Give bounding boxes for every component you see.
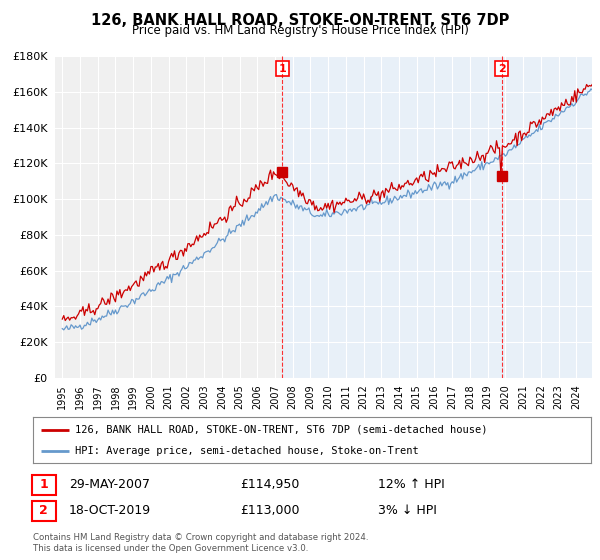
Text: £113,000: £113,000	[240, 504, 299, 517]
Text: 3% ↓ HPI: 3% ↓ HPI	[378, 504, 437, 517]
Text: 126, BANK HALL ROAD, STOKE-ON-TRENT, ST6 7DP: 126, BANK HALL ROAD, STOKE-ON-TRENT, ST6…	[91, 13, 509, 28]
Text: 1: 1	[278, 63, 286, 73]
Text: 126, BANK HALL ROAD, STOKE-ON-TRENT, ST6 7DP (semi-detached house): 126, BANK HALL ROAD, STOKE-ON-TRENT, ST6…	[75, 424, 487, 435]
Bar	[282, 56, 592, 378]
Text: HPI: Average price, semi-detached house, Stoke-on-Trent: HPI: Average price, semi-detached house,…	[75, 446, 419, 456]
Text: 29-MAY-2007: 29-MAY-2007	[69, 478, 150, 492]
Text: 2: 2	[40, 504, 48, 517]
Text: 2: 2	[498, 63, 506, 73]
Text: Contains HM Land Registry data © Crown copyright and database right 2024.
This d: Contains HM Land Registry data © Crown c…	[33, 533, 368, 553]
Text: £114,950: £114,950	[240, 478, 299, 492]
Text: 18-OCT-2019: 18-OCT-2019	[69, 504, 151, 517]
Text: Price paid vs. HM Land Registry's House Price Index (HPI): Price paid vs. HM Land Registry's House …	[131, 24, 469, 37]
Text: 12% ↑ HPI: 12% ↑ HPI	[378, 478, 445, 492]
Text: 1: 1	[40, 478, 48, 492]
